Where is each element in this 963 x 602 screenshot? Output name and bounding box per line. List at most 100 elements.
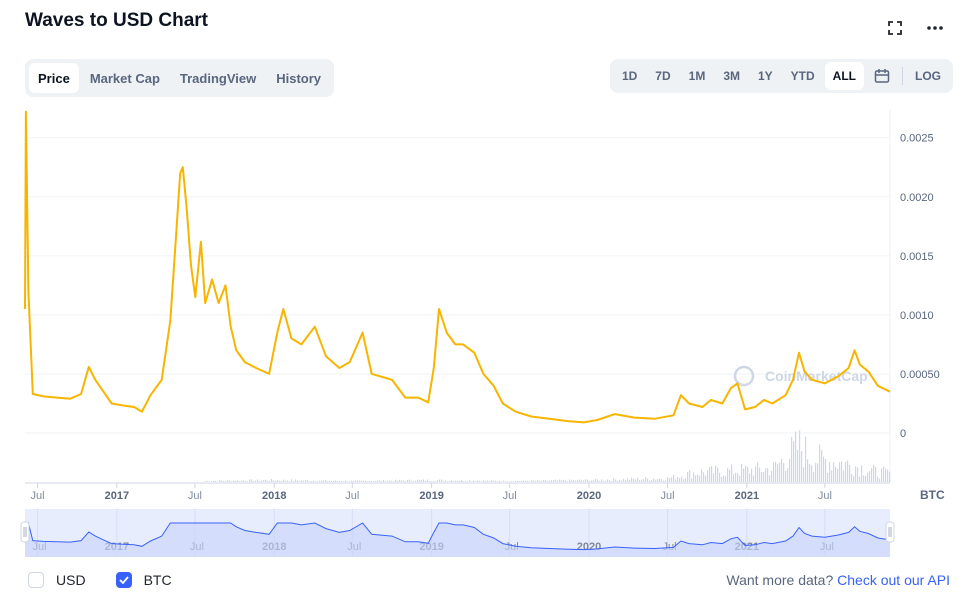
volume-bar [603,480,605,482]
volume-bar [843,470,845,482]
volume-bar [407,479,409,482]
volume-bar [335,480,337,482]
volume-bar [519,481,521,482]
volume-bar [271,479,273,482]
volume-bar [477,480,479,482]
volume-bar [311,481,313,482]
volume-bar [851,473,853,482]
volume-bar [733,474,735,482]
volume-bar [703,472,705,482]
range-all[interactable]: ALL [824,62,864,90]
volume-bar [507,481,509,482]
volume-bar [825,459,827,482]
volume-bar [829,461,831,482]
volume-bar [339,480,341,482]
navigator-handle-right[interactable] [885,521,895,543]
usd-checkbox[interactable] [28,572,44,588]
volume-bar [563,479,565,482]
range-ytd[interactable]: YTD [790,69,815,83]
volume-bar [869,471,871,482]
range-3m[interactable]: 3M [723,69,740,83]
api-link[interactable]: Check out our API [837,572,950,588]
volume-bar [725,476,727,482]
btc-checkbox[interactable] [115,572,132,588]
volume-bar [247,481,249,482]
volume-bar [415,481,417,482]
volume-bar [695,475,697,482]
watermark: CoinMarketCap [765,368,868,384]
volume-bar [809,463,811,482]
currency-legend: USD BTC [28,572,172,588]
volume-bar [461,479,463,482]
volume-bar [823,456,825,482]
volume-bar [465,481,467,482]
volume-bar [393,481,395,482]
chart-tabs: Price Market Cap TradingView History [25,59,335,97]
volume-bar [317,481,319,482]
volume-bar [209,481,211,482]
volume-bar [303,480,305,482]
log-toggle[interactable]: LOG [915,69,941,83]
volume-bar [411,480,413,482]
volume-bar [281,481,283,482]
volume-bar [267,480,269,482]
calendar-icon[interactable] [866,62,898,90]
range-1d[interactable]: 1D [621,69,638,83]
volume-bar [779,462,781,482]
volume-bar [347,481,349,482]
volume-bar [739,475,741,482]
x-tick-label: 2017 [105,490,129,502]
volume-bar [503,480,505,482]
volume-bar [327,481,329,482]
range-1y[interactable]: 1Y [757,69,773,83]
volume-bar [749,473,751,482]
volume-bar [665,480,667,482]
more-options-icon[interactable] [925,18,945,38]
volume-bar [325,479,327,482]
volume-bar [367,481,369,482]
navigator-handle-left[interactable] [20,521,30,543]
volume-bar [391,480,393,482]
tab-tradingview[interactable]: TradingView [179,70,257,86]
volume-bar [399,479,401,482]
volume-bar [691,478,693,482]
volume-bar [737,473,739,482]
volume-bar [857,467,859,482]
volume-bar [833,462,835,482]
price-series-line [24,110,891,424]
tab-market-cap[interactable]: Market Cap [89,70,160,86]
volume-bar [721,477,723,482]
legend-btc[interactable]: BTC [115,572,172,588]
volume-bar [585,479,587,482]
volume-bar [521,480,523,482]
tab-price[interactable]: Price [29,63,79,93]
volume-bar [355,480,357,482]
volume-bar [525,480,527,482]
volume-bar [559,479,561,482]
volume-bar [287,480,289,482]
volume-bar [587,479,589,482]
volume-bar [277,480,279,482]
legend-usd[interactable]: USD [28,572,86,588]
volume-bar [353,480,355,482]
tab-history[interactable]: History [276,70,322,86]
range-1m[interactable]: 1M [688,69,706,83]
volume-bar [329,480,331,482]
volume-bar [841,461,843,482]
fullscreen-icon[interactable] [885,18,905,38]
volume-bar [627,478,629,482]
volume-bar [875,466,877,482]
volume-bar [217,481,219,482]
volume-bar [645,477,647,482]
volume-bar [641,479,643,482]
volume-bar [735,472,737,482]
volume-bar [425,480,427,482]
volume-bar [481,481,483,482]
volume-bar [269,480,271,482]
volume-bar [307,480,309,482]
volume-bar [309,481,311,482]
volume-bar [849,464,851,482]
range-7d[interactable]: 7D [655,69,671,83]
volume-bar [213,480,215,482]
